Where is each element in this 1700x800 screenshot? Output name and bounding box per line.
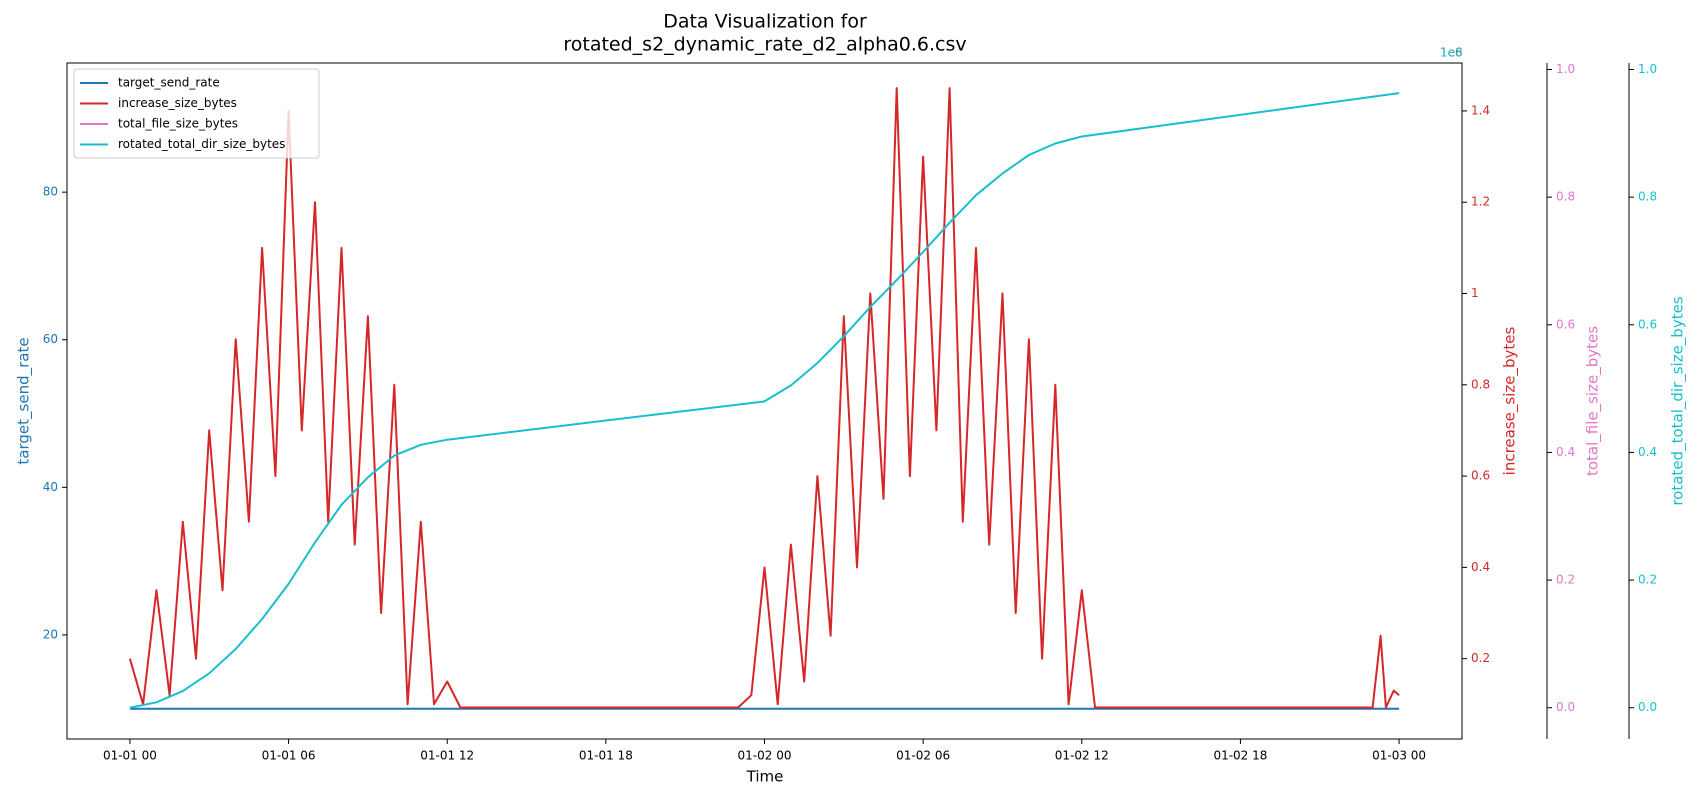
x-tick-label: 01-02 00	[738, 749, 792, 763]
y-tick-label: 0.8	[1638, 190, 1657, 204]
y-tick-label: 1.0	[1638, 62, 1657, 76]
y-tick-label: 0.4	[1638, 445, 1657, 459]
legend-box	[73, 68, 320, 159]
y-axis-label: target_send_rate	[15, 337, 34, 464]
legend-label: target_send_rate	[118, 76, 220, 90]
axis-offset-text: 1e6	[1440, 46, 1463, 60]
x-tick-label: 01-02 06	[896, 749, 950, 763]
y-tick-label: 0.4	[1471, 560, 1490, 574]
x-tick-label: 01-01 06	[262, 749, 316, 763]
y-tick-label: 0.2	[1471, 651, 1490, 665]
y-tick-label: 0.2	[1556, 573, 1575, 587]
y-tick-label: 1.4	[1471, 103, 1490, 117]
legend-label: rotated_total_dir_size_bytes	[118, 137, 285, 151]
y-tick-label: 0.2	[1638, 573, 1657, 587]
y-tick-label: 0.6	[1556, 317, 1575, 331]
y-axis-label: rotated_total_dir_size_bytes	[1669, 296, 1688, 505]
y-tick-label: 0.8	[1471, 377, 1490, 391]
y-tick-label: 1.0	[1556, 62, 1575, 76]
series-line	[129, 92, 1400, 709]
y-tick-label: 0.4	[1556, 445, 1575, 459]
plot-frame	[66, 62, 1463, 740]
y-axis-label: total_file_size_bytes	[1584, 326, 1603, 476]
x-tick-label: 01-01 18	[579, 749, 633, 763]
series-line	[128, 87, 1400, 709]
y-axis-label: increase_size_bytes	[1501, 327, 1520, 476]
y-tick-label: 0.6	[1638, 317, 1657, 331]
legend-label: increase_size_bytes	[118, 96, 237, 110]
y-tick-label: 20	[43, 627, 58, 641]
chart-title: rotated_s2_dynamic_rate_d2_alpha0.6.csv	[563, 34, 966, 56]
x-tick-label: 01-02 12	[1055, 749, 1109, 763]
x-tick-label: 01-03 00	[1372, 749, 1426, 763]
axis-offset-text: 1e8	[1440, 46, 1463, 60]
chart-title: Data Visualization for	[663, 11, 867, 33]
x-tick-label: 01-01 00	[103, 749, 157, 763]
x-tick-label: 01-02 18	[1213, 749, 1267, 763]
y-tick-label: 80	[43, 185, 58, 199]
y-tick-label: 1.2	[1471, 195, 1490, 209]
y-tick-label: 40	[43, 480, 58, 494]
legend-label: total_file_size_bytes	[118, 117, 238, 131]
x-tick-label: 01-01 12	[420, 749, 474, 763]
y-tick-label: 60	[43, 332, 58, 346]
x-axis-label: Time	[746, 768, 784, 786]
y-tick-label: 1	[1471, 286, 1479, 300]
y-tick-label: 0.0	[1638, 700, 1657, 714]
y-tick-label: 0.0	[1556, 700, 1575, 714]
y-tick-label: 0.6	[1471, 469, 1490, 483]
y-tick-label: 0.8	[1556, 190, 1575, 204]
